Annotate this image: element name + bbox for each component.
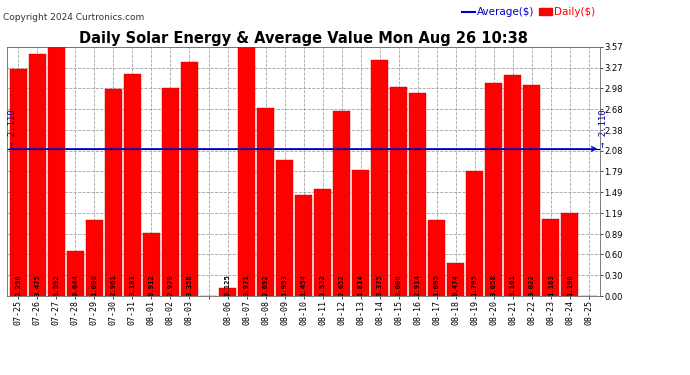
Bar [105,89,122,296]
Text: → 2.110: → 2.110 [600,110,609,147]
Bar [67,251,84,296]
Bar [390,87,407,296]
Bar [352,170,369,296]
Bar [371,60,388,296]
Bar [238,19,255,296]
Text: 1.532: 1.532 [319,274,326,296]
Text: 1.795: 1.795 [472,274,477,296]
Text: 1.190: 1.190 [567,274,573,296]
Text: 0.125: 0.125 [224,274,230,296]
Text: 1.814: 1.814 [357,274,364,296]
Text: 3.592: 3.592 [53,274,59,296]
Text: 2.652: 2.652 [339,274,344,296]
Bar [504,75,522,296]
Bar [124,74,141,296]
Text: 2.979: 2.979 [168,274,173,296]
Text: → 2.110: → 2.110 [8,110,17,147]
Text: 0.644: 0.644 [72,274,79,296]
Bar [86,219,103,296]
Bar [219,288,236,296]
Text: 1.103: 1.103 [548,274,554,296]
Text: 3.375: 3.375 [377,274,383,296]
Text: 3.181: 3.181 [130,274,135,296]
Text: 1.953: 1.953 [282,274,288,296]
Text: 0.912: 0.912 [148,274,155,296]
Bar [485,82,502,296]
Bar [314,189,331,296]
Bar [409,93,426,296]
Text: 3.475: 3.475 [34,274,40,296]
Bar [162,88,179,296]
Text: 2.961: 2.961 [110,274,117,296]
Text: 1.098: 1.098 [91,274,97,296]
Text: 1.454: 1.454 [301,274,306,296]
Bar [257,108,274,296]
Text: 3.971: 3.971 [244,274,250,296]
Text: 2.692: 2.692 [263,274,268,296]
Bar [561,213,578,296]
Bar [276,160,293,296]
Text: 3.161: 3.161 [510,274,516,296]
Bar [10,69,27,296]
Text: 3.250: 3.250 [15,274,21,296]
Bar [428,220,445,296]
Bar [48,45,65,296]
Bar [143,232,160,296]
Bar [466,171,483,296]
Bar [447,263,464,296]
Bar [181,62,198,296]
Text: Copyright 2024 Curtronics.com: Copyright 2024 Curtronics.com [3,13,145,22]
Text: 3.058: 3.058 [491,274,497,296]
Bar [333,111,351,296]
Bar [523,85,540,296]
Text: 3.022: 3.022 [529,274,535,296]
Bar [29,54,46,296]
Title: Daily Solar Energy & Average Value Mon Aug 26 10:38: Daily Solar Energy & Average Value Mon A… [79,31,528,46]
Text: 0.474: 0.474 [453,274,459,296]
Text: 3.350: 3.350 [186,274,193,296]
Bar [542,219,560,296]
Text: 2.914: 2.914 [415,274,421,296]
Bar [295,195,312,296]
Text: 3.000: 3.000 [395,274,402,296]
Legend: Average($), Daily($): Average($), Daily($) [462,7,595,17]
Text: 1.095: 1.095 [434,274,440,296]
